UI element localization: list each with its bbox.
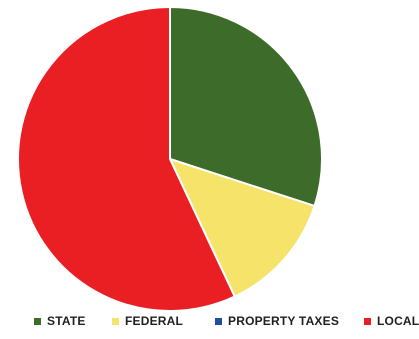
legend-swatch-local bbox=[364, 317, 371, 325]
legend-item-local: LOCAL bbox=[364, 314, 419, 328]
legend-label-local: LOCAL bbox=[377, 314, 419, 328]
legend-swatch-property-taxes bbox=[215, 317, 222, 325]
legend-swatch-state bbox=[34, 317, 41, 325]
chart-legend: STATE FEDERAL PROPERTY TAXES LOCAL bbox=[0, 314, 419, 338]
legend-label-state: STATE bbox=[47, 314, 86, 328]
legend-item-property-taxes: PROPERTY TAXES bbox=[215, 314, 339, 328]
legend-item-federal: FEDERAL bbox=[112, 314, 183, 328]
pie-slice-state bbox=[169, 5, 323, 208]
legend-item-state: STATE bbox=[34, 314, 86, 328]
pie-slice-local bbox=[17, 5, 237, 312]
legend-label-property-taxes: PROPERTY TAXES bbox=[228, 314, 340, 328]
legend-swatch-federal bbox=[112, 317, 119, 325]
legend-label-federal: FEDERAL bbox=[125, 314, 184, 328]
pie-slice-federal bbox=[168, 157, 316, 298]
